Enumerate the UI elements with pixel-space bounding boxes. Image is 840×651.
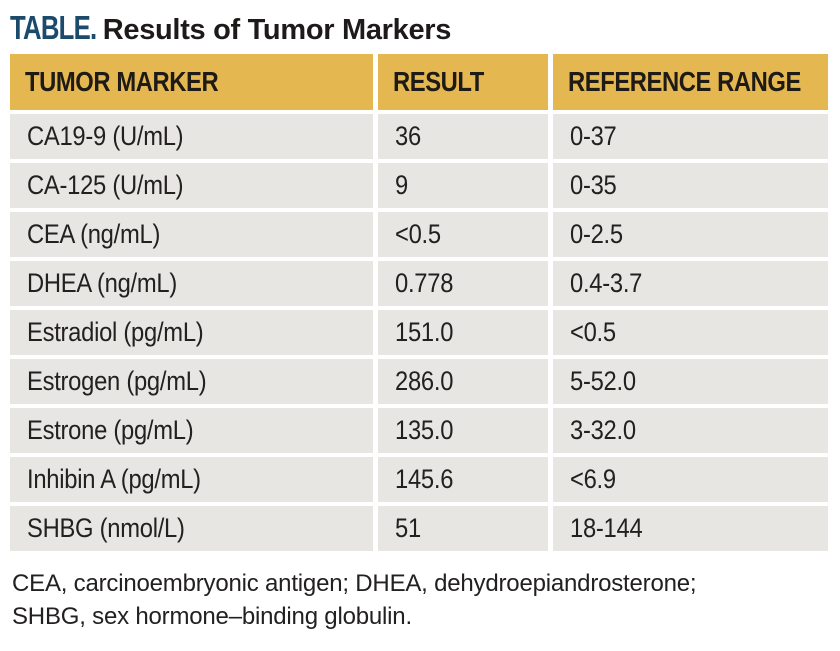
cell-marker: CA-125 (U/mL)	[10, 163, 373, 208]
cell-result: 36	[378, 114, 548, 159]
cell-text: 9	[395, 170, 408, 200]
cell-range: 3-32.0	[553, 408, 828, 453]
cell-result: 286.0	[378, 359, 548, 404]
footnote-line-1: CEA, carcinoembryonic antigen; DHEA, deh…	[12, 570, 697, 597]
cell-marker: SHBG (nmol/L)	[10, 506, 373, 551]
cell-marker: DHEA (ng/mL)	[10, 261, 373, 306]
column-header-reference-range: REFERENCE RANGE	[553, 54, 828, 110]
column-header-label: TUMOR MARKER	[25, 66, 219, 97]
cell-text: 5-52.0	[570, 366, 636, 396]
cell-result: 9	[378, 163, 548, 208]
column-header-label: RESULT	[393, 66, 484, 97]
column-header-tumor-marker: TUMOR MARKER	[10, 54, 373, 110]
cell-result: 145.6	[378, 457, 548, 502]
cell-range: <6.9	[553, 457, 828, 502]
cell-text: 135.0	[395, 415, 454, 445]
cell-text: SHBG (nmol/L)	[27, 513, 185, 543]
cell-text: 151.0	[395, 317, 454, 347]
table-title-label: TABLE.	[10, 9, 97, 46]
cell-result: 151.0	[378, 310, 548, 355]
table-title: TABLE. Results of Tumor Markers	[10, 9, 840, 49]
cell-range: 0-37	[553, 114, 828, 159]
cell-text: DHEA (ng/mL)	[27, 268, 177, 298]
cell-range: 0-35	[553, 163, 828, 208]
cell-marker: CA19-9 (U/mL)	[10, 114, 373, 159]
cell-text: Estradiol (pg/mL)	[27, 317, 204, 347]
cell-text: <0.5	[395, 219, 441, 249]
cell-range: <0.5	[553, 310, 828, 355]
cell-text: 286.0	[395, 366, 454, 396]
cell-result: <0.5	[378, 212, 548, 257]
cell-text: 18-144	[570, 513, 643, 543]
cell-text: 0.4-3.7	[570, 268, 643, 298]
cell-text: Estrogen (pg/mL)	[27, 366, 207, 396]
cell-marker: Inhibin A (pg/mL)	[10, 457, 373, 502]
cell-marker: Estradiol (pg/mL)	[10, 310, 373, 355]
footnote-line-2: SHBG, sex hormone–binding globulin.	[12, 603, 412, 630]
column-header-label: REFERENCE RANGE	[568, 66, 801, 97]
cell-result: 135.0	[378, 408, 548, 453]
cell-text: CA-125 (U/mL)	[27, 170, 184, 200]
cell-marker: Estrogen (pg/mL)	[10, 359, 373, 404]
cell-range: 0.4-3.7	[553, 261, 828, 306]
cell-text: Estrone (pg/mL)	[27, 415, 194, 445]
cell-text: 3-32.0	[570, 415, 636, 445]
cell-text: 0-37	[570, 121, 617, 151]
cell-result: 51	[378, 506, 548, 551]
cell-text: 145.6	[395, 464, 454, 494]
cell-text: 0-2.5	[570, 219, 623, 249]
cell-text: 0.778	[395, 268, 454, 298]
cell-text: 51	[395, 513, 421, 543]
cell-text: <0.5	[570, 317, 616, 347]
table-title-text: Results of Tumor Markers	[102, 14, 452, 46]
cell-text: 0-35	[570, 170, 617, 200]
cell-marker: Estrone (pg/mL)	[10, 408, 373, 453]
page: TABLE. Results of Tumor Markers TUMOR MA…	[0, 9, 840, 651]
cell-text: CA19-9 (U/mL)	[27, 121, 184, 151]
table-footnote: CEA, carcinoembryonic antigen; DHEA, deh…	[12, 567, 828, 633]
cell-text: Inhibin A (pg/mL)	[27, 464, 201, 494]
cell-result: 0.778	[378, 261, 548, 306]
cell-text: <6.9	[570, 464, 616, 494]
cell-range: 5-52.0	[553, 359, 828, 404]
cell-range: 18-144	[553, 506, 828, 551]
tumor-marker-table: TUMOR MARKER RESULT REFERENCE RANGE CA19-9 …	[10, 54, 828, 551]
column-header-result: RESULT	[378, 54, 548, 110]
cell-marker: CEA (ng/mL)	[10, 212, 373, 257]
cell-text: CEA (ng/mL)	[27, 219, 161, 249]
cell-range: 0-2.5	[553, 212, 828, 257]
cell-text: 36	[395, 121, 421, 151]
